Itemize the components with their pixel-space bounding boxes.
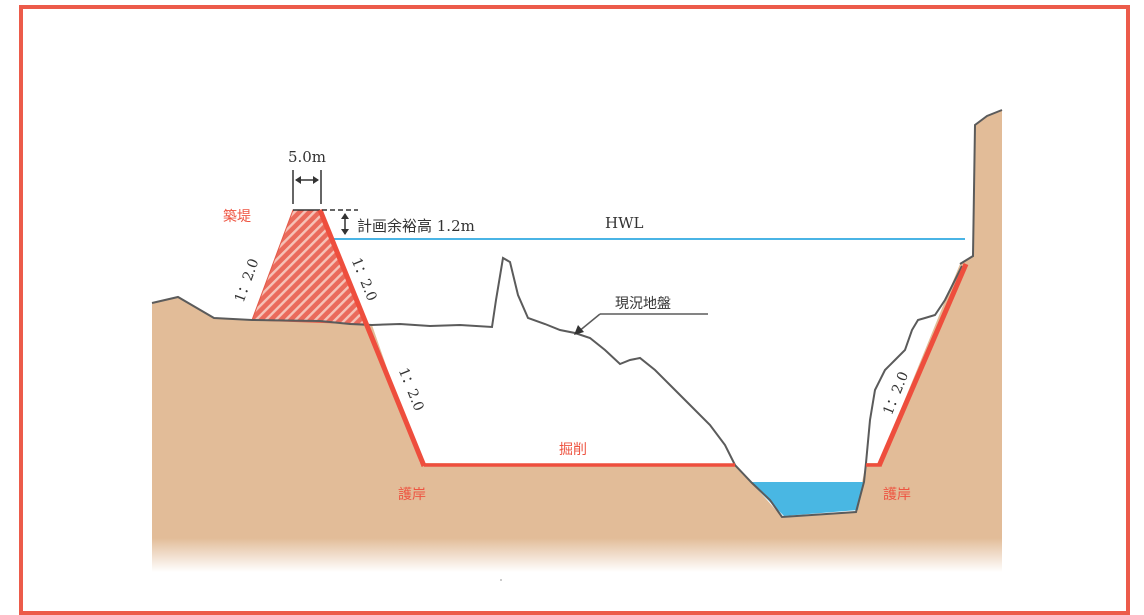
existing-ground-line	[151, 256, 963, 519]
embankment-body	[251, 209, 367, 325]
existing-ground-arrow-head	[574, 325, 584, 335]
revetment-right	[876, 263, 969, 467]
river-cross-section-diagram: 5.0m 築堤 計画余裕高 1.2m HWL 現況地盤 掘削 護岸 護岸 1：2…	[151, 109, 1003, 581]
crest-arrow-head-left	[295, 176, 301, 184]
revetment-left	[317, 209, 427, 467]
ground-fade	[152, 538, 1002, 572]
revetment-right-label: 護岸	[883, 487, 911, 503]
freeboard-arrow-head-top	[341, 213, 349, 219]
crest-arrow-head-right	[313, 176, 319, 184]
revetment-left-label: 護岸	[398, 487, 426, 503]
freeboard-label-bg	[355, 214, 505, 238]
hwl-label: HWL	[605, 214, 643, 232]
stray-dot	[500, 579, 502, 581]
crest-width-label: 5.0m	[288, 148, 326, 166]
existing-ground-leader-diag	[577, 313, 601, 333]
excavation-label: 掘削	[559, 442, 587, 458]
right-cliff-line	[959, 109, 1003, 265]
slope-embankment-left-label: 1：2.0	[232, 257, 262, 305]
ground-body	[152, 110, 1002, 540]
freeboard-label: 計画余裕高 1.2m	[357, 217, 475, 235]
embankment-label: 築堤	[223, 209, 251, 225]
freeboard-arrow-head-bottom	[341, 229, 349, 235]
water-body	[750, 482, 864, 516]
existing-ground-label: 現況地盤	[615, 296, 671, 312]
